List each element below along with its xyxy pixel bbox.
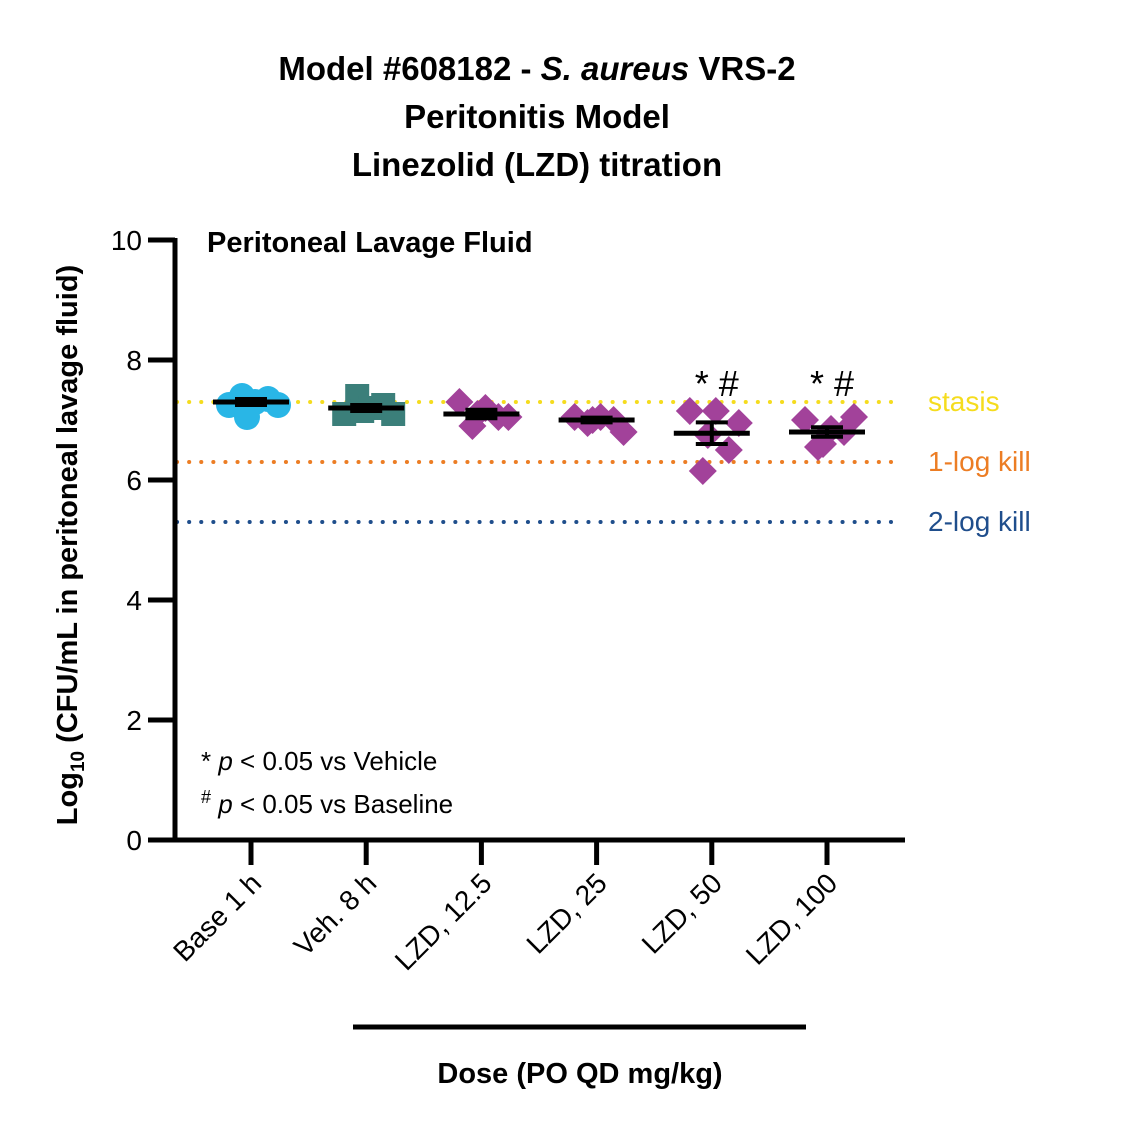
data-point-3-4 xyxy=(609,418,638,446)
x-axis-label: Dose (PO QD mg/kg) xyxy=(437,1058,722,1090)
reference-label-0: stasis xyxy=(928,386,1000,417)
reference-label-1: 1-log kill xyxy=(928,446,1031,477)
data-point-0-5 xyxy=(234,404,260,430)
mean-sem-bars xyxy=(213,397,865,446)
x-tick-label-2: LZD, 12.5 xyxy=(389,867,498,976)
x-tick-label-0: Base 1 h xyxy=(167,867,267,967)
x-tick-label-5: LZD, 100 xyxy=(740,867,843,970)
y-axis-label: Log10 (CFU/mL in peritoneal lavage fluid… xyxy=(52,265,89,825)
note-baseline: # p < 0.05 vs Baseline xyxy=(201,787,453,819)
data-point-0-4 xyxy=(265,392,291,418)
y-tick-label-4: 8 xyxy=(126,345,142,376)
note-vehicle: * p < 0.05 vs Vehicle xyxy=(201,746,437,776)
data-point-4-1 xyxy=(688,457,717,485)
data-point-5-4 xyxy=(840,403,868,431)
chart-title-line-2: Peritonitis Model xyxy=(404,98,670,135)
x-tick-label-4: LZD, 50 xyxy=(636,867,728,959)
x-tick-label-3: LZD, 25 xyxy=(520,867,612,959)
data-point-4-4 xyxy=(724,409,753,437)
y-tick-label-5: 10 xyxy=(111,225,142,256)
data-point-4-2 xyxy=(701,397,730,425)
panel-title: Peritoneal Lavage Fluid xyxy=(207,227,533,259)
y-tick-label-0: 0 xyxy=(126,825,142,856)
x-tick-label-1: Veh. 8 h xyxy=(288,867,383,962)
reference-label-2: 2-log kill xyxy=(928,506,1031,537)
data-point-2-4 xyxy=(494,403,523,431)
y-tick-label-3: 6 xyxy=(126,465,142,496)
chart-title-line-3: Linezolid (LZD) titration xyxy=(352,146,722,183)
y-tick-label-1: 2 xyxy=(126,705,142,736)
data-points xyxy=(216,383,868,485)
data-point-4-0 xyxy=(675,397,704,425)
data-point-4-3 xyxy=(714,436,743,464)
significance-marker-0: * # xyxy=(695,363,739,404)
chart-title-line-1: Model #608182 - S. aureus VRS-2 xyxy=(278,50,795,87)
significance-marker-1: * # xyxy=(810,363,854,404)
y-tick-label-2: 4 xyxy=(126,585,142,616)
reference-lines: stasis 1-log kill 2-log kill xyxy=(175,386,1031,537)
axes xyxy=(148,237,905,865)
